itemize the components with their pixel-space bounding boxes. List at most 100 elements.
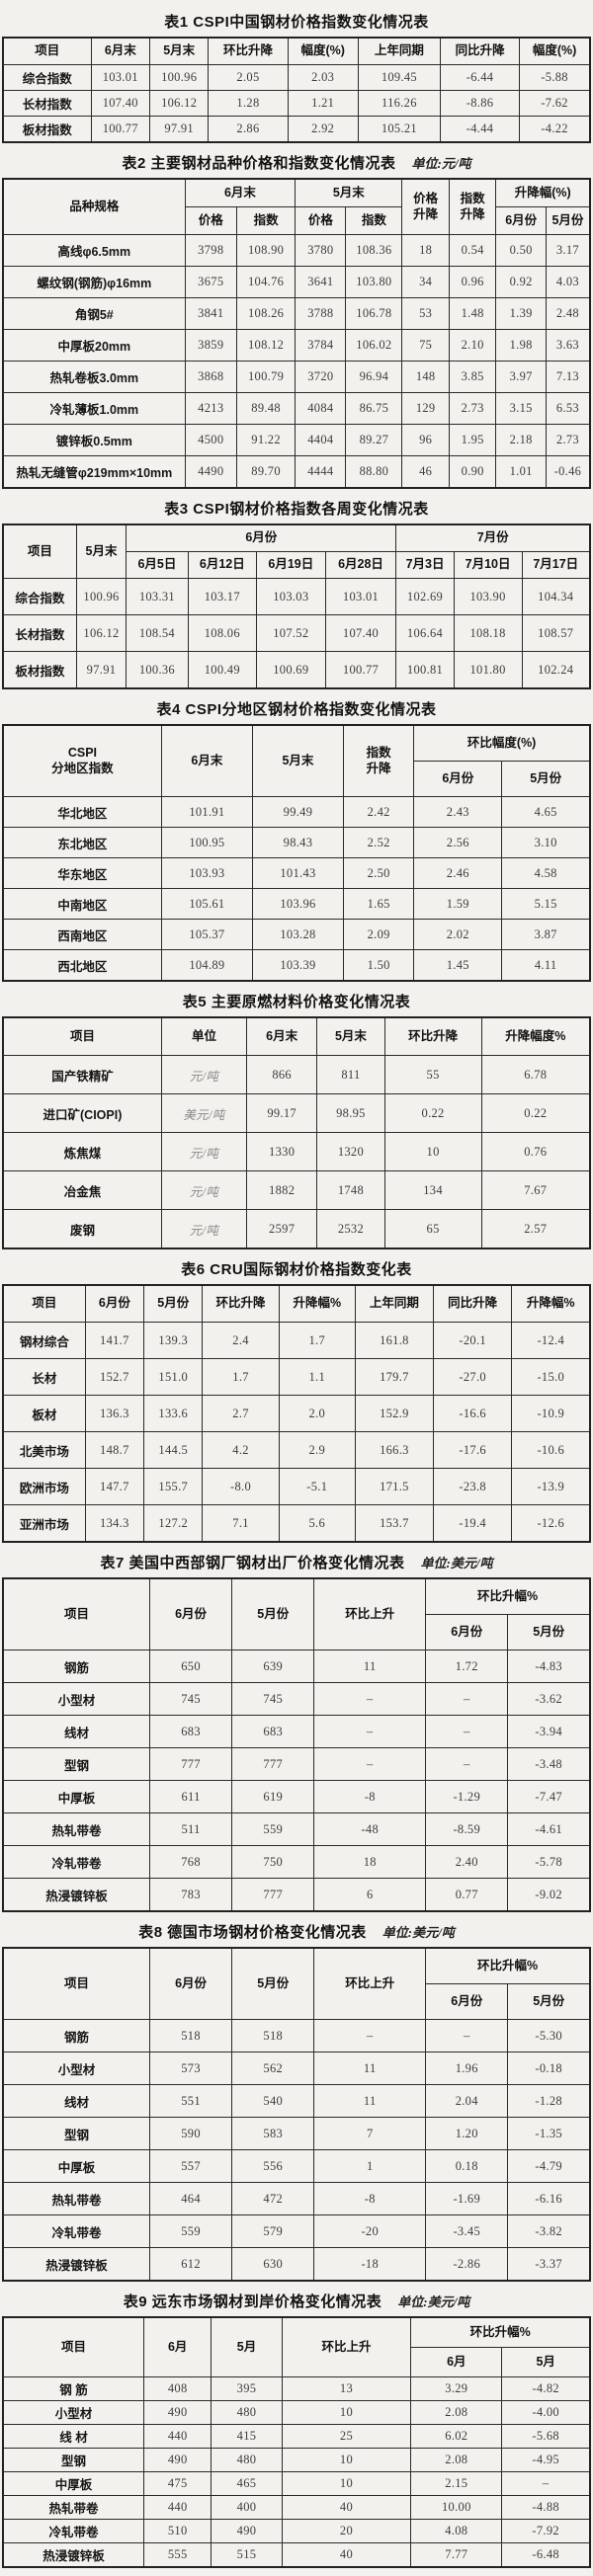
cspi-index-change-table: 项目 6月末 5月末 环比升降 幅度(%) 上年同期 同比升降 幅度(%) 综合指数 103.01… — [2, 37, 591, 143]
table-cell: 20 — [281, 2519, 412, 2543]
header-row: 6月份 5月份 — [3, 1983, 591, 2020]
row-label: 北美市场 — [2, 1431, 86, 1469]
table-cell: 3.10 — [501, 827, 591, 858]
table-cell: 6.78 — [480, 1055, 591, 1094]
table-cell: -3.45 — [425, 2214, 509, 2248]
header-row: 6月 5月 — [3, 2347, 591, 2377]
table-cell: 101.91 — [160, 796, 253, 828]
row-label: 欧洲市场 — [2, 1468, 86, 1505]
column-header: 幅度(%) — [519, 37, 591, 65]
cru-international-section: 表6 CRU国际钢材价格指数变化表 项目 6月份 5月份 环比升降 升降幅% 上年同期 同比… — [2, 1258, 591, 1543]
table-cell: -6.48 — [501, 2542, 591, 2568]
table-cell: 103.28 — [251, 919, 345, 950]
table-cell: -8.0 — [202, 1468, 280, 1505]
table-cell: -4.83 — [507, 1650, 591, 1683]
table-cell: 3859 — [184, 329, 237, 362]
far-east-section: 表9 远东市场钢材到岸价格变化情况表 单位:美元/吨 项目 6月 5月 环比上升 环比升… — [2, 2291, 591, 2568]
table7-unit: 单位:美元/吨 — [420, 1556, 493, 1570]
table-cell: 89.27 — [345, 424, 403, 456]
table-row: 钢筋 650 639 11 1.72 -4.83 — [2, 1650, 591, 1683]
table-cell: 100.49 — [187, 651, 258, 689]
table-row: 线 材 440 415 25 6.02 -5.68 — [2, 2424, 591, 2449]
table-cell: 1.1 — [278, 1358, 356, 1396]
table-cell: 573 — [148, 2052, 233, 2085]
table-cell: 475 — [143, 2471, 212, 2496]
header-row: 项目 6月 5月 环比上升 环比升幅% — [2, 2316, 591, 2377]
column-header: 6月份 — [425, 1983, 509, 2020]
column-header: 5月份 — [501, 761, 591, 797]
row-label: 国产铁精矿 — [2, 1055, 162, 1094]
table-cell: 579 — [231, 2214, 315, 2248]
table-cell: 100.96 — [148, 64, 210, 91]
column-header: 价格 — [184, 206, 237, 235]
table-row: 进口矿(CIOPI) 美元/吨 99.17 98.95 0.22 0.22 — [2, 1093, 591, 1133]
table-cell: 683 — [231, 1715, 315, 1748]
row-label: 钢筋 — [2, 2019, 150, 2053]
table-cell: -9.02 — [507, 1878, 591, 1912]
column-header: 环比升幅% — [410, 2316, 591, 2348]
table-cell: 元/吨 — [160, 1132, 248, 1171]
table-cell: -23.8 — [432, 1468, 513, 1505]
table-cell: 127.2 — [143, 1504, 204, 1543]
table-row: 小型材 490 480 10 2.08 -4.00 — [2, 2400, 591, 2425]
table-cell: – — [425, 1715, 509, 1748]
table-cell: 1882 — [246, 1170, 318, 1210]
table-cell: 1.59 — [413, 888, 503, 920]
table7-title: 表7 美国中西部钢厂钢材出厂价格变化情况表 — [100, 1555, 405, 1571]
table-cell: 3.97 — [495, 361, 547, 393]
table-cell: 108.06 — [187, 614, 258, 652]
table-cell: 108.12 — [235, 329, 296, 362]
table-row: 热轧卷板3.0mm 3868 100.79 3720 96.94 148 3.85 3.97 7… — [2, 361, 591, 393]
table-cell: 3720 — [295, 361, 347, 393]
table-cell: – — [425, 1747, 509, 1781]
table-cell: 102.24 — [521, 651, 591, 689]
table-cell: 元/吨 — [160, 1170, 248, 1210]
table-cell: 6.53 — [545, 392, 591, 425]
column-header: 环比上升 — [281, 2316, 412, 2377]
table-cell: 106.64 — [395, 614, 455, 652]
table-cell: 116.26 — [357, 90, 441, 117]
table-cell: 美元/吨 — [160, 1093, 248, 1133]
row-label: 热轧带卷 — [2, 2182, 150, 2215]
table-cell: -20 — [313, 2214, 427, 2248]
header-row: 项目 6月份 5月份 环比升降 升降幅% 上年同期 同比升降 升降幅% — [2, 1284, 591, 1323]
table-cell: 11 — [313, 2084, 427, 2118]
table-cell: 511 — [148, 1812, 233, 1846]
table-cell: -17.6 — [432, 1431, 513, 1469]
table-cell: 3841 — [184, 297, 237, 330]
cru-international-index-table: 项目 6月份 5月份 环比升降 升降幅% 上年同期 同比升降 升降幅% 钢材综合 141.7 139… — [2, 1284, 591, 1543]
table-cell: 10 — [281, 2448, 412, 2472]
table-cell: 0.90 — [448, 455, 497, 489]
table-row: 钢材综合 141.7 139.3 2.4 1.7 161.8 -20.1 -12.4 — [2, 1322, 591, 1359]
table-cell: 0.92 — [495, 266, 547, 298]
table-cell: -3.37 — [507, 2247, 591, 2282]
table-cell: 104.89 — [160, 949, 253, 982]
table-cell: 5.15 — [501, 888, 591, 920]
table-cell: -18 — [313, 2247, 427, 2282]
table-cell: -4.44 — [439, 116, 521, 143]
table5-title-row: 表5 主要原燃材料价格变化情况表 — [2, 991, 591, 1011]
table-row: 中厚板20mm 3859 108.12 3784 106.02 75 2.10 1.98 3.6… — [2, 329, 591, 362]
table-cell: 2.57 — [480, 1209, 591, 1249]
table-cell: 106.02 — [345, 329, 403, 362]
row-label: 小型材 — [2, 1682, 150, 1716]
row-label: 热浸镀锌板 — [2, 2247, 150, 2282]
table-cell: 0.54 — [448, 234, 497, 267]
column-header: 6月 — [143, 2316, 212, 2377]
us-midwest-price-table: 项目 6月份 5月份 环比上升 环比升幅% 6月份 5月份 钢筋 650 639 11 1.72 -4.… — [2, 1577, 591, 1912]
row-label: 热轧带卷 — [2, 1812, 150, 1846]
table-cell: 46 — [401, 455, 450, 489]
column-header: 项目 — [2, 1577, 150, 1650]
table-cell: 4444 — [295, 455, 347, 489]
row-label: 中厚板20mm — [2, 329, 186, 362]
table-cell: 2.56 — [413, 827, 503, 858]
header-row: 项目 6月份 5月份 环比上升 环比升幅% — [2, 1577, 591, 1650]
header-row: CSPI 分地区指数 6月末 5月末 指数 升降 环比幅度(%) — [2, 724, 591, 797]
table-cell: -4.82 — [501, 2376, 591, 2401]
table-cell: 612 — [148, 2247, 233, 2282]
row-label: 东北地区 — [2, 827, 162, 858]
column-header: 项目 — [2, 1016, 162, 1056]
table-cell: 2532 — [316, 1209, 385, 1249]
column-header: 6月 — [410, 2347, 503, 2377]
row-label: 板材 — [2, 1395, 86, 1432]
